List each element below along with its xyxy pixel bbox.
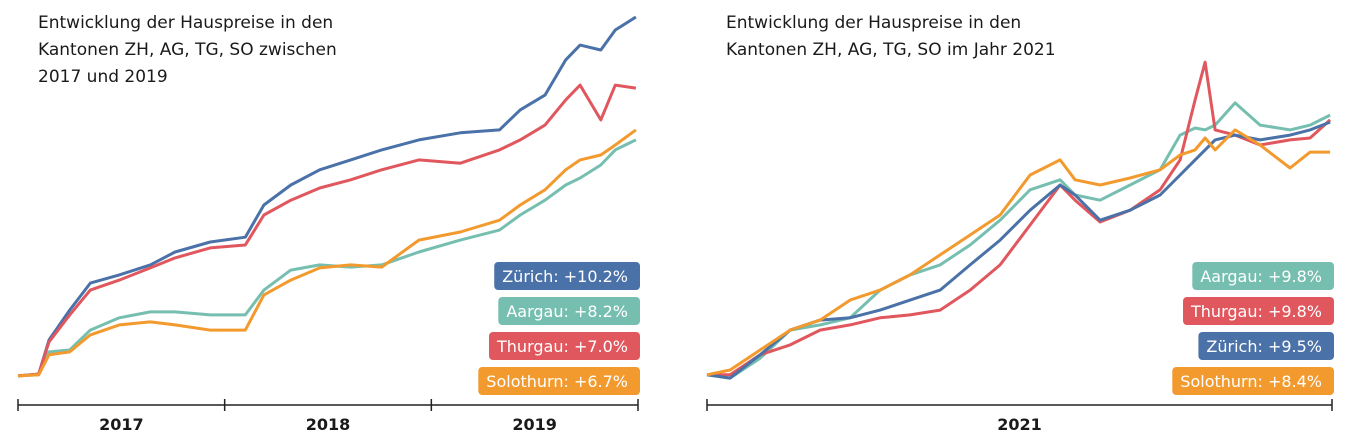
x-tick-label: 2021 [997, 415, 1042, 434]
legend-item: Thurgau: +9.8% [1183, 297, 1334, 325]
chart-title: 2017 und 2019 [38, 67, 168, 87]
x-tick-label: 2019 [512, 415, 557, 434]
line [706, 128, 1331, 377]
legend-label: Thurgau: +7.0% [496, 337, 628, 356]
legend-label: Thurgau: +9.8% [1190, 302, 1322, 321]
legend-item: Aargau: +8.2% [498, 297, 640, 325]
legend-box [1198, 332, 1334, 360]
legend-box [494, 262, 640, 290]
line [706, 101, 1331, 380]
legend-item: Thurgau: +7.0% [489, 332, 640, 360]
legend-label: Solothurn: +6.7% [486, 372, 628, 391]
legend-box [498, 297, 640, 325]
legend-label: Aargau: +8.2% [506, 302, 628, 321]
legend-label: Zürich: +10.2% [502, 267, 628, 286]
legend-label: Aargau: +9.8% [1200, 267, 1322, 286]
legend-item: Zürich: +10.2% [494, 262, 640, 290]
legend-label: Zürich: +9.5% [1206, 337, 1322, 356]
chart: Entwicklung der Hauspreise in den Kantone… [706, 13, 1334, 434]
x-tick-label: 2017 [99, 415, 144, 434]
legend-box [489, 332, 640, 360]
legend-item: Solothurn: +8.4% [1172, 367, 1334, 395]
chart-title: Kantonen ZH, AG, TG, SO zwischen [38, 40, 337, 60]
legend-item: Aargau: +9.8% [1192, 262, 1334, 290]
chart: Entwicklung der Hauspreise in den Kantone… [17, 13, 640, 434]
chart-title: Entwicklung der Hauspreise in den [726, 13, 1021, 33]
legend-box [1183, 297, 1334, 325]
legend-item: Zürich: +9.5% [1198, 332, 1334, 360]
legend-item: Solothurn: +6.7% [478, 367, 640, 395]
legend-box [478, 367, 640, 395]
legend-box [1172, 367, 1334, 395]
line [17, 15, 637, 378]
x-tick-label: 2018 [306, 415, 351, 434]
legend-box [1192, 262, 1334, 290]
legend-label: Solothurn: +8.4% [1180, 372, 1322, 391]
line [17, 138, 637, 378]
line [706, 120, 1331, 380]
chart-title: Kantonen ZH, AG, TG, SO im Jahr 2021 [726, 40, 1056, 60]
line [17, 83, 637, 378]
chart-title: Entwicklung der Hauspreise in den [38, 13, 333, 33]
line [17, 128, 637, 378]
